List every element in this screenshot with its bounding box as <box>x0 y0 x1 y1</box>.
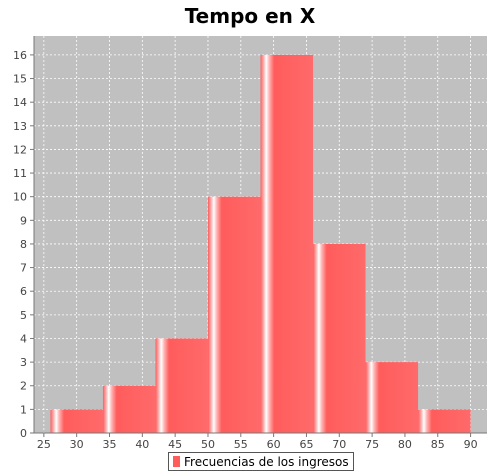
y-tick-label: 5 <box>20 309 27 322</box>
axes: 25 30 35 40 45 50 55 60 65 70 75 80 85 90012345678910… <box>13 36 487 451</box>
x-tick-label: 90 <box>464 438 478 451</box>
histogram-bar <box>155 338 208 433</box>
histogram-bar <box>365 362 419 433</box>
x-tick-label: 55 <box>234 438 248 451</box>
x-tick-label: 45 <box>168 438 182 451</box>
y-tick-label: 4 <box>20 332 27 345</box>
histogram-bar <box>260 54 314 434</box>
x-tick-label: 50 <box>201 438 215 451</box>
y-tick-label: 9 <box>20 214 27 227</box>
histogram-bar <box>50 409 103 433</box>
x-tick-label: 40 <box>135 438 149 451</box>
x-tick-label: 60 <box>267 438 281 451</box>
bars <box>50 54 471 434</box>
chart-title: Tempo en X <box>184 4 316 28</box>
x-tick-label: 25 <box>37 438 51 451</box>
y-tick-label: 16 <box>13 49 27 62</box>
x-tick-label: 85 <box>431 438 445 451</box>
x-tick-label: 70 <box>332 438 346 451</box>
histogram-bar <box>418 409 471 433</box>
y-tick-label: 13 <box>13 120 27 133</box>
y-tick-label: 2 <box>20 380 27 393</box>
y-tick-label: 12 <box>13 143 27 156</box>
legend-label: Frecuencias de los ingresos <box>184 454 349 469</box>
y-tick-label: 1 <box>20 403 27 416</box>
x-tick-label: 80 <box>398 438 412 451</box>
y-tick-label: 0 <box>20 427 27 440</box>
legend-swatch <box>173 456 180 467</box>
x-tick-label: 30 <box>70 438 84 451</box>
y-tick-label: 15 <box>13 73 27 86</box>
x-tick-label: 75 <box>365 438 379 451</box>
x-tick-label: 65 <box>299 438 313 451</box>
y-tick-label: 6 <box>20 285 27 298</box>
y-tick-label: 11 <box>13 167 27 180</box>
y-tick-label: 7 <box>20 262 27 275</box>
histogram-bar <box>102 385 156 433</box>
y-tick-label: 8 <box>20 238 27 251</box>
histogram-bar <box>207 196 261 433</box>
y-tick-label: 14 <box>13 96 27 109</box>
histogram-bar <box>313 243 366 433</box>
y-tick-label: 3 <box>20 356 27 369</box>
x-tick-label: 35 <box>103 438 117 451</box>
legend: Frecuencias de los ingresos <box>168 452 354 471</box>
y-tick-label: 10 <box>13 191 27 204</box>
